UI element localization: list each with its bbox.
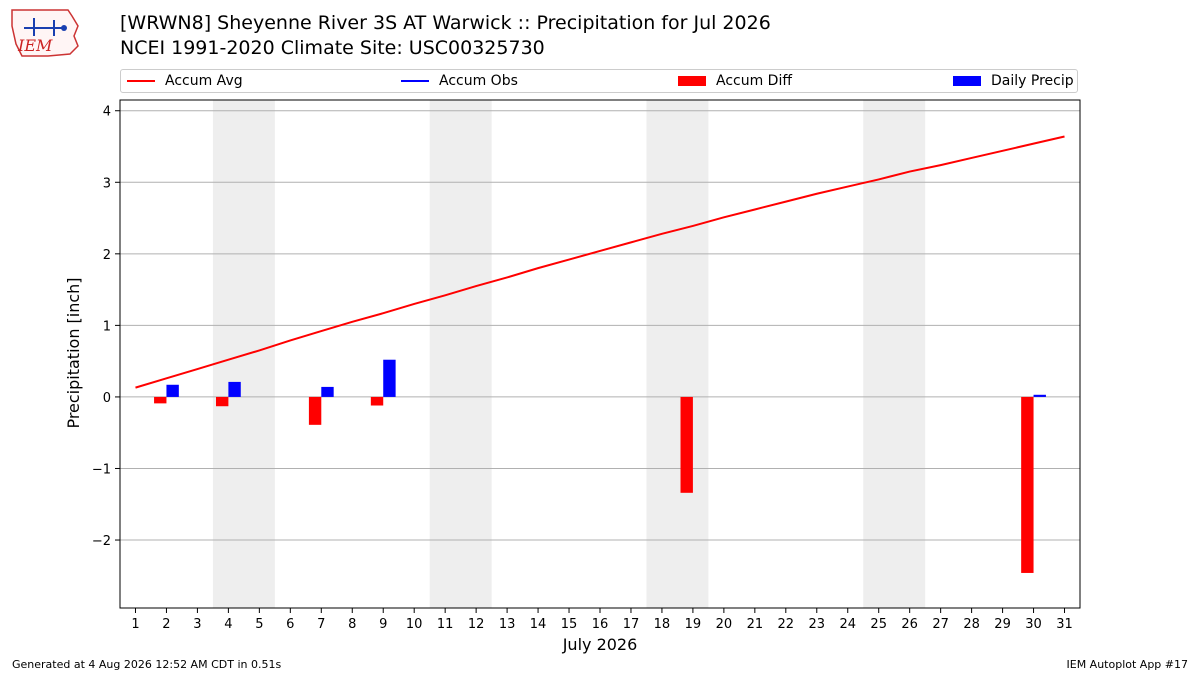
x-tick-label: 19 [685,617,702,632]
x-tick-label: 26 [901,617,918,632]
x-tick-label: 24 [839,617,856,632]
accum-diff-bar [680,396,693,493]
x-tick-label: 27 [932,617,949,632]
daily-precip-bar [321,386,334,397]
legend-item-daily-precip: Daily Precip [953,73,1074,89]
x-tick-label: 20 [716,617,733,632]
bars [154,359,1046,573]
daily-precip-bar [1033,394,1046,397]
daily-precip-bar [166,384,179,397]
legend-swatch-accum-obs [401,80,429,82]
legend-label: Daily Precip [991,73,1074,89]
footer-app: IEM Autoplot App #17 [1066,658,1189,671]
x-tick-label: 31 [1056,617,1073,632]
daily-precip-bar [228,381,241,397]
axes [115,99,1081,613]
legend-swatch-daily-precip [953,76,981,86]
x-tick-label: 7 [317,617,325,632]
weekend-shading [212,100,926,608]
daily-precip-bar [383,359,396,397]
chart-subtitle: NCEI 1991-2020 Climate Site: USC00325730 [120,37,545,59]
x-tick-label: 14 [530,617,547,632]
x-tick-label: 10 [406,617,423,632]
lines [135,135,1065,389]
logo-text: IEM [17,36,53,55]
x-tick-label: 1 [131,617,139,632]
x-tick-label: 17 [623,617,640,632]
x-tick-label: 3 [193,617,201,632]
x-tick-label: 2 [162,617,170,632]
accum-diff-bar [216,396,229,407]
legend-swatch-accum-avg [127,80,155,82]
accum-avg-line [135,135,1065,389]
iem-logo-icon: IEM [11,9,79,57]
x-tick-label: 30 [1025,617,1042,632]
x-tick-label: 16 [592,617,609,632]
y-axis-label: Precipitation [inch] [64,277,83,428]
weekend-shade [863,100,926,608]
weekend-shade [429,100,492,608]
x-axis-label: July 2026 [562,635,638,654]
x-tick-label: 6 [286,617,294,632]
y-tick-label: 1 [103,319,111,334]
weekend-shade [212,100,275,608]
y-tick-label: −2 [92,534,111,549]
x-tick-label: 25 [870,617,887,632]
x-tick-label: 13 [499,617,516,632]
x-tick-label: 22 [778,617,795,632]
legend-swatch-accum-diff [678,76,706,86]
legend-label: Accum Obs [439,73,518,89]
y-tick-label: 4 [103,105,111,120]
weekend-shade [646,100,709,608]
x-tick-label: 18 [654,617,671,632]
accum-diff-bar [308,396,322,425]
y-tick-label: −1 [92,462,111,477]
legend: Accum Avg Accum Obs Accum Diff Daily Pre… [120,69,1078,93]
x-tick-label: 4 [224,617,232,632]
x-tick-label: 11 [437,617,454,632]
legend-item-accum-avg: Accum Avg [127,73,243,89]
x-tick-label: 29 [994,617,1011,632]
chart-title: [WRWN8] Sheyenne River 3S AT Warwick :: … [120,12,771,34]
x-tick-label: 15 [561,617,578,632]
legend-item-accum-obs: Accum Obs [401,73,518,89]
accum-diff-bar [154,396,167,404]
x-tick-label: 9 [379,617,387,632]
grid-lines [120,110,1080,541]
accum-diff-bar [370,396,384,406]
x-tick-label: 23 [809,617,826,632]
x-tick-label: 5 [255,617,263,632]
legend-item-accum-diff: Accum Diff [678,73,792,89]
legend-label: Accum Diff [716,73,793,89]
x-tick-label: 12 [468,617,485,632]
footer-generated: Generated at 4 Aug 2026 12:52 AM CDT in … [12,658,282,671]
y-tick-label: 2 [103,248,111,263]
y-tick-label: 0 [103,391,111,406]
x-tick-label: 21 [747,617,764,632]
plot-frame [119,99,1081,609]
accum-diff-bar [1021,396,1034,573]
x-tick-label: 8 [348,617,356,632]
legend-label: Accum Avg [165,73,243,89]
x-tick-label: 28 [963,617,980,632]
y-tick-label: 3 [103,176,111,191]
